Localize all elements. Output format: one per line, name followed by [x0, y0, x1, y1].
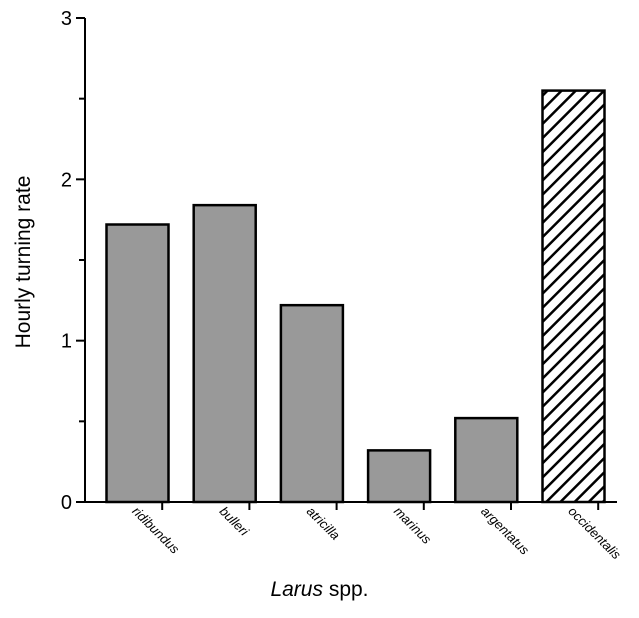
bar-marinus	[366, 449, 432, 504]
x-axis-title-genus: Larus	[270, 578, 323, 601]
x-tick-label-marinus: marinus	[391, 504, 435, 548]
y-axis-title: Hourly turning rate	[12, 176, 35, 349]
bar-argentatus	[454, 416, 519, 504]
category-labels: ridibundus bulleri atricilla marinus argenta…	[129, 504, 624, 563]
x-axis	[85, 501, 617, 510]
x-tick-label-argentatus: argentatus	[478, 504, 532, 558]
bar-atricilla	[279, 303, 345, 504]
y-tick-label: 1	[61, 331, 72, 353]
x-axis-title-suffix: spp.	[328, 578, 369, 601]
y-tick-label: 2	[61, 169, 72, 191]
bar-bulleri	[192, 203, 257, 504]
y-tick-label: 3	[61, 8, 72, 30]
x-axis-title: Larus spp.	[0, 578, 639, 602]
bar-ridibundus	[105, 223, 170, 504]
y-axis: 0 1 2 3	[61, 8, 86, 514]
x-tick-label-ridibundus: ridibundus	[129, 504, 182, 557]
y-tick-label: 0	[61, 492, 72, 514]
bars	[105, 89, 606, 504]
x-tick-label-bulleri: bulleri	[217, 504, 253, 540]
x-tick-label-occidentalis: occidentalis	[565, 504, 624, 563]
bar-occidentalis	[541, 89, 606, 504]
